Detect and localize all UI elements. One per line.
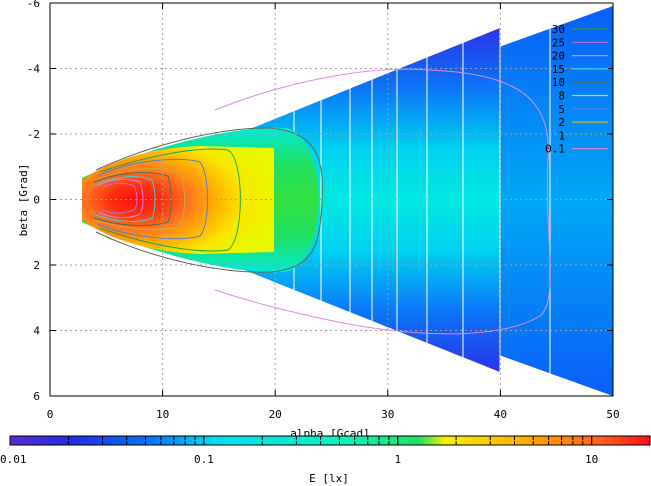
colorbar-tick-label: 0.01 xyxy=(0,453,27,466)
colorbar-tick-label: 1 xyxy=(394,453,401,466)
legend-label: 20 xyxy=(552,50,565,63)
heatmap xyxy=(82,6,613,396)
legend-label: 5 xyxy=(558,103,565,116)
y-tick-label: 4 xyxy=(33,325,40,338)
y-tick-label: 2 xyxy=(33,259,40,272)
x-tick-label: 10 xyxy=(156,408,169,421)
colorbar-tick-label: 10 xyxy=(585,453,598,466)
y-tick-label: 6 xyxy=(33,390,40,403)
y-axis-ticks: -6 -4 -2 0 2 4 6 xyxy=(27,0,613,403)
legend-label: 2 xyxy=(558,116,565,129)
y-tick-label: -4 xyxy=(27,63,41,76)
legend-label: 1 xyxy=(558,129,565,142)
colorbar-label: E [lx] xyxy=(309,472,349,485)
legend-label: 0.1 xyxy=(545,143,565,156)
colorbar-tick-labels: 0.01 0.1 1 10 xyxy=(0,453,598,466)
legend-label: 30 xyxy=(552,23,565,36)
x-tick-label: 40 xyxy=(494,408,507,421)
y-axis-label: beta [Grad] xyxy=(17,164,30,237)
contour-0.1 xyxy=(214,68,551,335)
legend-label: 10 xyxy=(552,76,565,89)
grid xyxy=(50,3,613,396)
x-tick-label: 0 xyxy=(47,408,54,421)
legend-label: 8 xyxy=(558,90,565,103)
y-tick-label: -6 xyxy=(27,0,40,10)
contour-8 xyxy=(95,168,185,230)
colorbar-gradient xyxy=(9,435,651,446)
y-tick-label: 0 xyxy=(33,194,40,207)
colorbar-tick-label: 0.1 xyxy=(194,453,214,466)
legend-label: 25 xyxy=(552,36,565,49)
x-tick-label: 30 xyxy=(381,408,394,421)
x-axis-ticks: 0 10 20 30 40 50 xyxy=(47,3,620,421)
x-tick-label: 20 xyxy=(269,408,282,421)
contour-20 xyxy=(97,178,144,219)
colorbar: 0.01 0.1 1 10 E [lx] xyxy=(0,435,651,485)
colorbar-minor-ticks xyxy=(9,436,651,445)
legend-label: 15 xyxy=(552,63,565,76)
contour-5 xyxy=(97,158,208,240)
x-tick-label: 50 xyxy=(606,408,619,421)
y-tick-label: -2 xyxy=(27,128,40,141)
